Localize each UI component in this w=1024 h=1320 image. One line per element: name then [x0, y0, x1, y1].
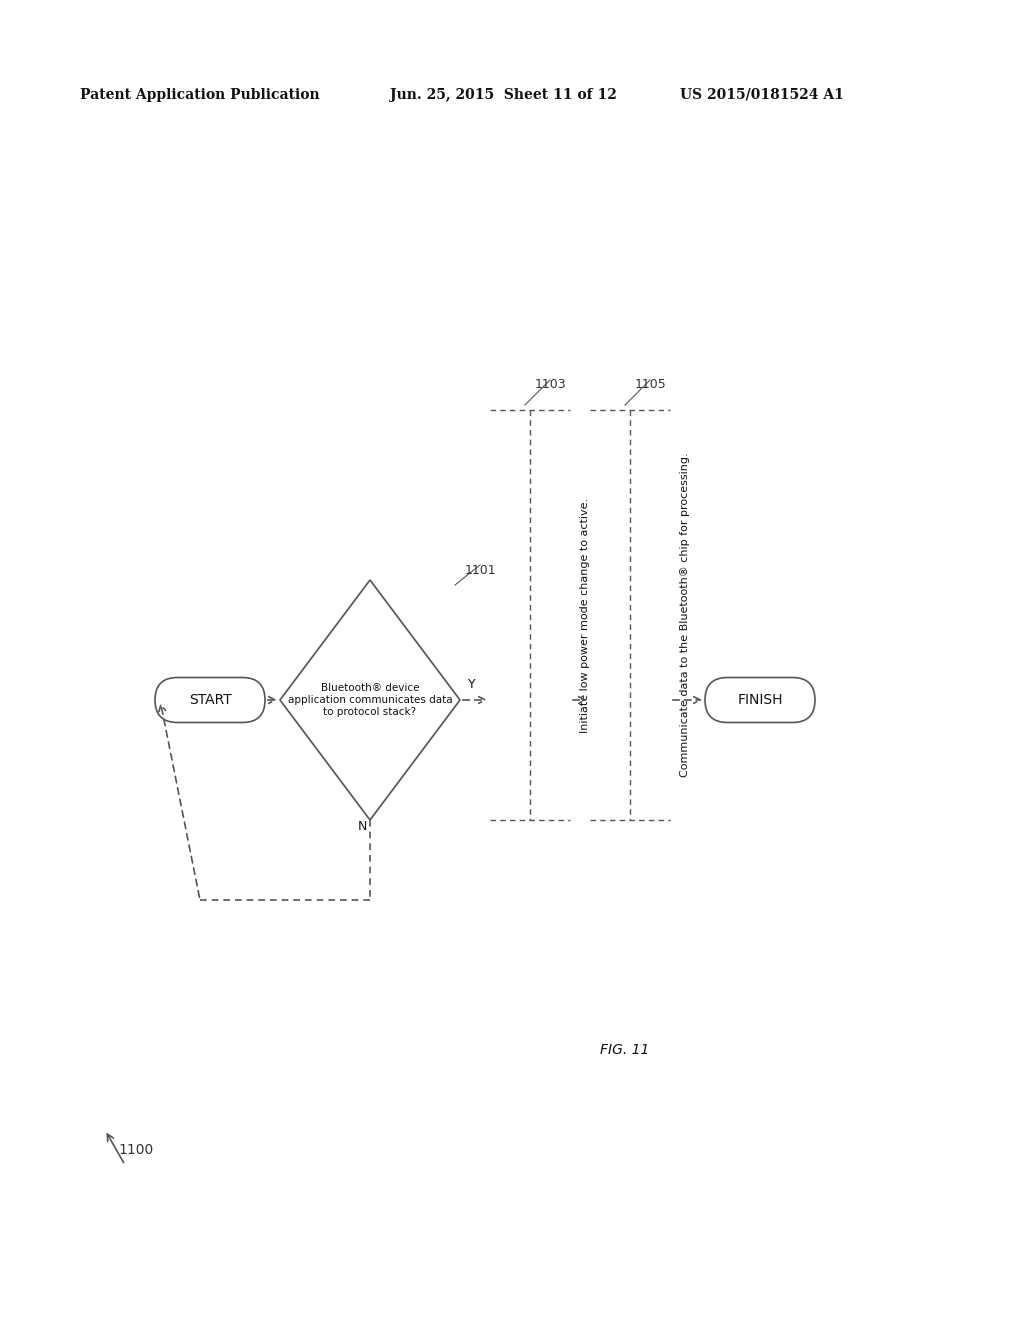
Text: Patent Application Publication: Patent Application Publication — [80, 88, 319, 102]
Text: US 2015/0181524 A1: US 2015/0181524 A1 — [680, 88, 844, 102]
Text: Y: Y — [468, 678, 475, 690]
Text: Initiate low power mode change to active.: Initiate low power mode change to active… — [580, 498, 590, 733]
Text: Jun. 25, 2015  Sheet 11 of 12: Jun. 25, 2015 Sheet 11 of 12 — [390, 88, 616, 102]
Text: 1101: 1101 — [465, 564, 497, 577]
FancyBboxPatch shape — [705, 677, 815, 722]
Text: FINISH: FINISH — [737, 693, 782, 708]
Text: Communicate data to the Bluetooth® chip for processing.: Communicate data to the Bluetooth® chip … — [680, 453, 690, 777]
Text: START: START — [188, 693, 231, 708]
Text: FIG. 11: FIG. 11 — [600, 1043, 649, 1057]
Text: 1100: 1100 — [118, 1143, 154, 1158]
Text: 1105: 1105 — [635, 379, 667, 392]
Text: 1103: 1103 — [535, 379, 566, 392]
Text: Bluetooth® device
application communicates data
to protocol stack?: Bluetooth® device application communicat… — [288, 684, 453, 717]
Polygon shape — [280, 579, 460, 820]
FancyBboxPatch shape — [155, 677, 265, 722]
Text: N: N — [358, 820, 368, 833]
